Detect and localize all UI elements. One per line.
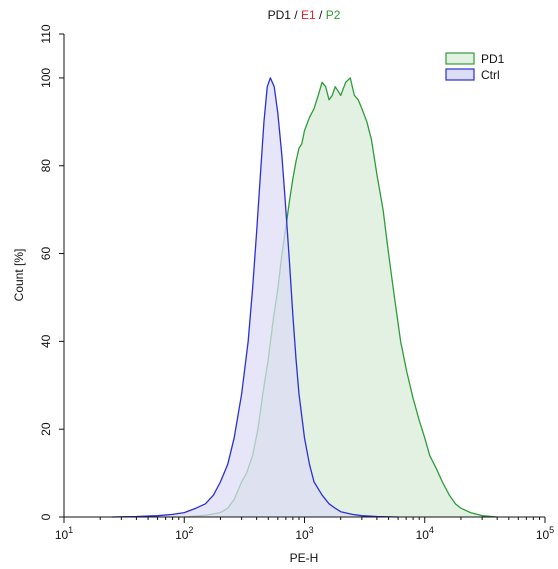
- y-tick-label: 40: [39, 334, 53, 348]
- chart-title-part: E1: [301, 8, 316, 22]
- series-line-ctrl: [111, 77, 399, 518]
- y-tick-label: 80: [39, 159, 53, 173]
- chart-title-part: /: [291, 8, 301, 22]
- y-tick-label: 20: [39, 422, 53, 436]
- series-area-ctrl: [111, 77, 399, 517]
- chart-title-part: P2: [326, 8, 341, 22]
- legend-swatch-ctrl: [445, 68, 475, 81]
- x-tick-label: 105: [536, 525, 554, 542]
- x-tick-label: 101: [55, 525, 73, 542]
- x-axis-label: PE-H: [290, 551, 319, 565]
- legend-swatch-pd1: [445, 52, 475, 65]
- series-layer: [111, 77, 498, 518]
- legend-label-ctrl: Ctrl: [481, 68, 500, 82]
- legend: PD1 Ctrl: [445, 52, 505, 82]
- chart-title-part: PD1: [268, 8, 292, 22]
- x-tick-label: 102: [175, 525, 193, 542]
- y-tick-label: 60: [39, 247, 53, 261]
- y-tick-label: 110: [39, 24, 53, 43]
- y-axis-label: Count [%]: [12, 249, 26, 302]
- y-tick-label: 0: [39, 513, 53, 520]
- chart-title-part: /: [316, 8, 326, 22]
- y-ticks: 0 20 40 60 80 100 110: [39, 24, 64, 520]
- chart-title: PD1 / E1 / P2: [268, 8, 341, 22]
- y-tick-label: 100: [39, 68, 53, 88]
- x-tick-label: 104: [416, 525, 434, 542]
- legend-label-pd1: PD1: [481, 52, 505, 66]
- x-tick-label: 103: [295, 525, 313, 542]
- x-ticks: 101 102 103 104 105: [55, 517, 554, 542]
